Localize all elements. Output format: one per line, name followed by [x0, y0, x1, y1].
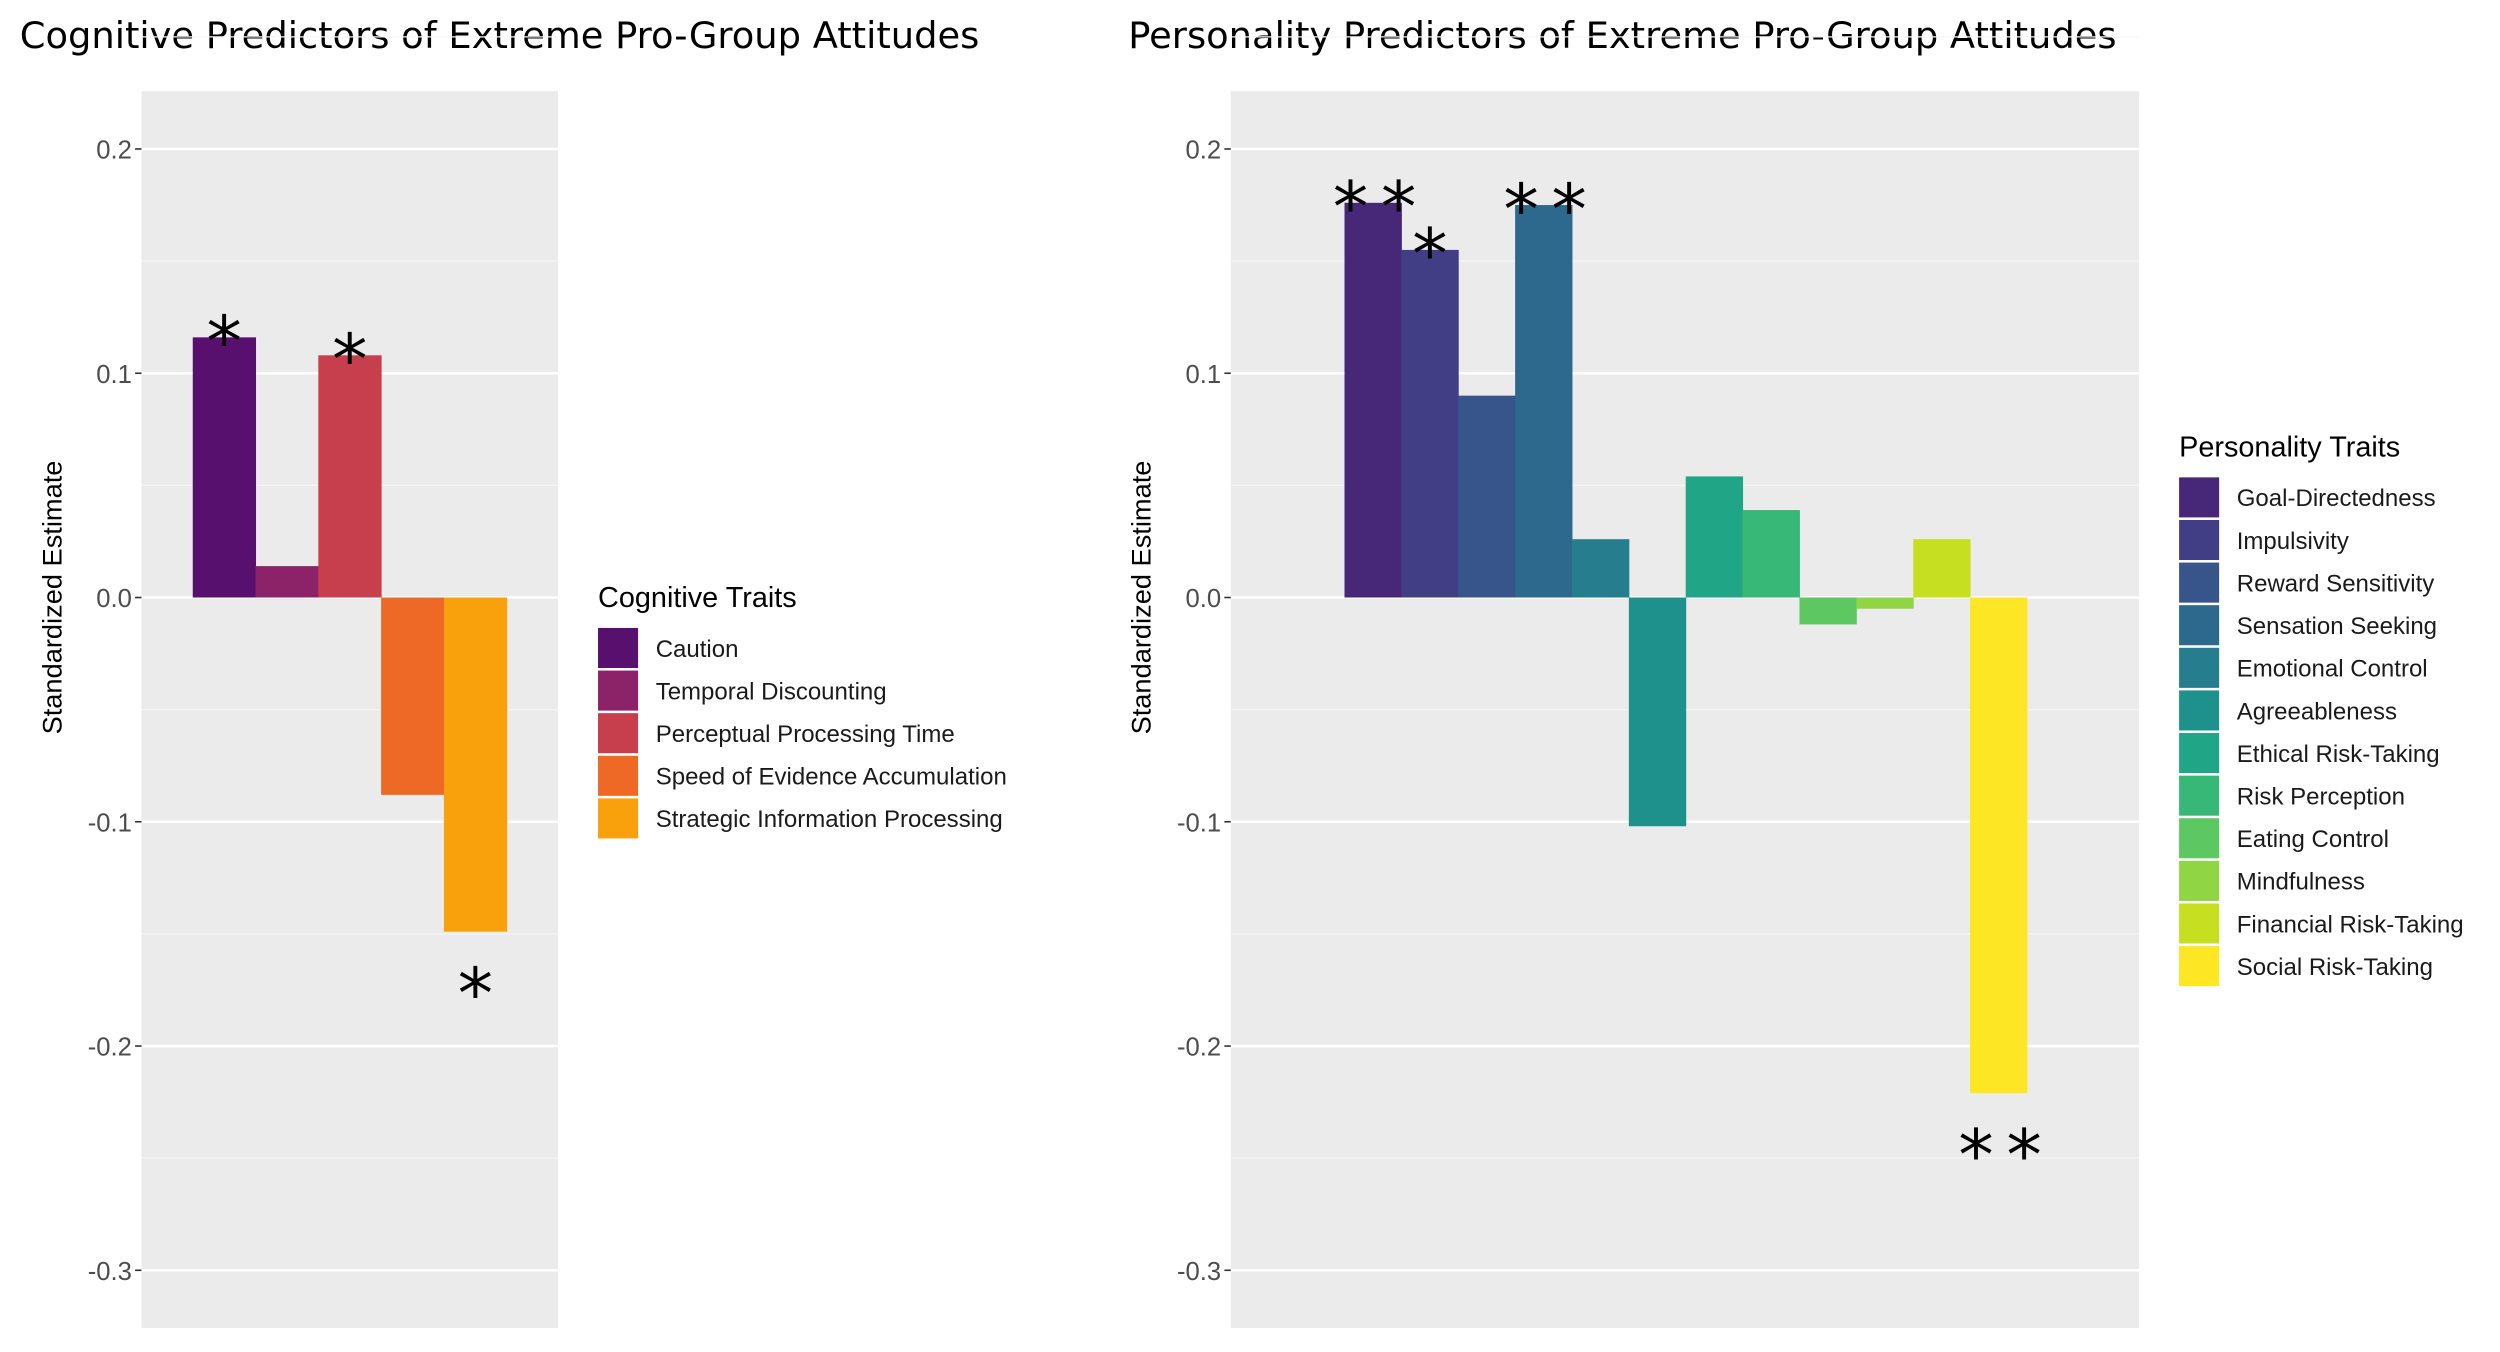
y-tick-label: -0.2 — [88, 1034, 132, 1062]
legend-swatch — [2179, 946, 2220, 987]
bar — [1401, 249, 1459, 598]
bar — [381, 597, 445, 795]
chart-title: Cognitive Predictors of Extreme Pro-Grou… — [20, 14, 980, 57]
legend-label: Sensation Seeking — [2237, 613, 2437, 640]
legend-label: Risk Perception — [2237, 783, 2405, 810]
legend-swatch — [2179, 860, 2220, 901]
legend-label: Perceptual Processing Time — [656, 721, 955, 748]
bar — [1970, 597, 2028, 1094]
bar — [1742, 510, 1800, 598]
y-tick-label: -0.3 — [1177, 1258, 1221, 1286]
significance-marker: ** — [1333, 167, 1429, 249]
significance-marker: * — [1412, 214, 1447, 296]
chart-title: Personality Predictors of Extreme Pro-Gr… — [1128, 14, 2116, 57]
legend-swatch — [2179, 562, 2220, 603]
legend-label: Speed of Evidence Accumulation — [656, 764, 1007, 791]
cognitive-chart: Cognitive Predictors of Extreme Pro-Grou… — [20, 14, 1007, 1328]
bar — [192, 337, 257, 598]
legend-label: Caution — [656, 636, 739, 663]
legend-label: Agreeableness — [2237, 698, 2397, 725]
legend-swatch — [2179, 733, 2220, 774]
legend-swatch — [598, 627, 639, 668]
bar — [1856, 597, 1914, 609]
legend-label: Financial Risk-Taking — [2237, 911, 2464, 938]
legend-swatch — [2179, 477, 2220, 518]
legend-swatch — [598, 713, 639, 754]
legend-label: Mindfulness — [2237, 869, 2365, 896]
bar — [1515, 205, 1573, 598]
significance-marker: * — [207, 301, 242, 383]
y-tick-label: 0.2 — [1186, 137, 1222, 165]
bar — [1685, 476, 1744, 598]
significance-marker: ** — [1958, 1115, 2054, 1197]
legend-label: Reward Sensitivity — [2237, 570, 2435, 597]
bar — [1628, 597, 1687, 827]
legend-label: Social Risk-Taking — [2237, 954, 2433, 981]
legend-swatch — [2179, 818, 2220, 859]
legend-label: Eating Control — [2237, 826, 2389, 853]
legend-swatch — [598, 755, 639, 796]
significance-marker: ** — [1504, 169, 1600, 251]
y-tick-label: 0.2 — [96, 137, 132, 165]
bar — [1458, 395, 1516, 598]
legend-swatch — [2179, 605, 2220, 646]
y-tick-label: 0.0 — [96, 585, 132, 613]
legend-title: Cognitive Traits — [598, 582, 797, 614]
bar — [1344, 202, 1402, 598]
legend-swatch — [598, 670, 639, 711]
legend-swatch — [2179, 647, 2220, 688]
legend-swatch — [2179, 903, 2220, 944]
legend-label: Strategic Information Processing — [656, 806, 1003, 833]
personality-chart: Personality Predictors of Extreme Pro-Gr… — [1126, 14, 2464, 1328]
legend-label: Emotional Control — [2237, 656, 2428, 683]
y-tick-label: 0.0 — [1186, 585, 1222, 613]
bar — [255, 566, 319, 598]
bar — [318, 355, 382, 598]
bar — [443, 597, 508, 932]
legend-swatch — [2179, 690, 2220, 731]
legend-label: Impulsivity — [2237, 528, 2349, 555]
significance-marker: * — [458, 953, 493, 1035]
bar — [1913, 539, 1971, 598]
bar — [1799, 597, 1857, 625]
y-tick-label: 0.1 — [96, 361, 132, 389]
bar — [1571, 539, 1630, 598]
significance-marker: * — [332, 319, 367, 401]
y-axis-label: Standardized Estimate — [1126, 461, 1157, 735]
legend-swatch — [2179, 775, 2220, 816]
y-tick-label: -0.3 — [88, 1258, 132, 1286]
y-tick-label: -0.1 — [1177, 809, 1221, 837]
y-axis-label: Standardized Estimate — [36, 461, 67, 735]
legend-label: Ethical Risk-Taking — [2237, 741, 2440, 768]
legend-swatch — [598, 798, 639, 839]
legend-label: Temporal Discounting — [656, 678, 887, 705]
y-tick-label: -0.2 — [1177, 1034, 1221, 1062]
legend-label: Goal-Directedness — [2237, 485, 2436, 512]
y-tick-label: 0.1 — [1186, 361, 1222, 389]
y-tick-label: -0.1 — [88, 809, 132, 837]
legend-swatch — [2179, 519, 2220, 561]
legend-title: Personality Traits — [2179, 432, 2400, 464]
